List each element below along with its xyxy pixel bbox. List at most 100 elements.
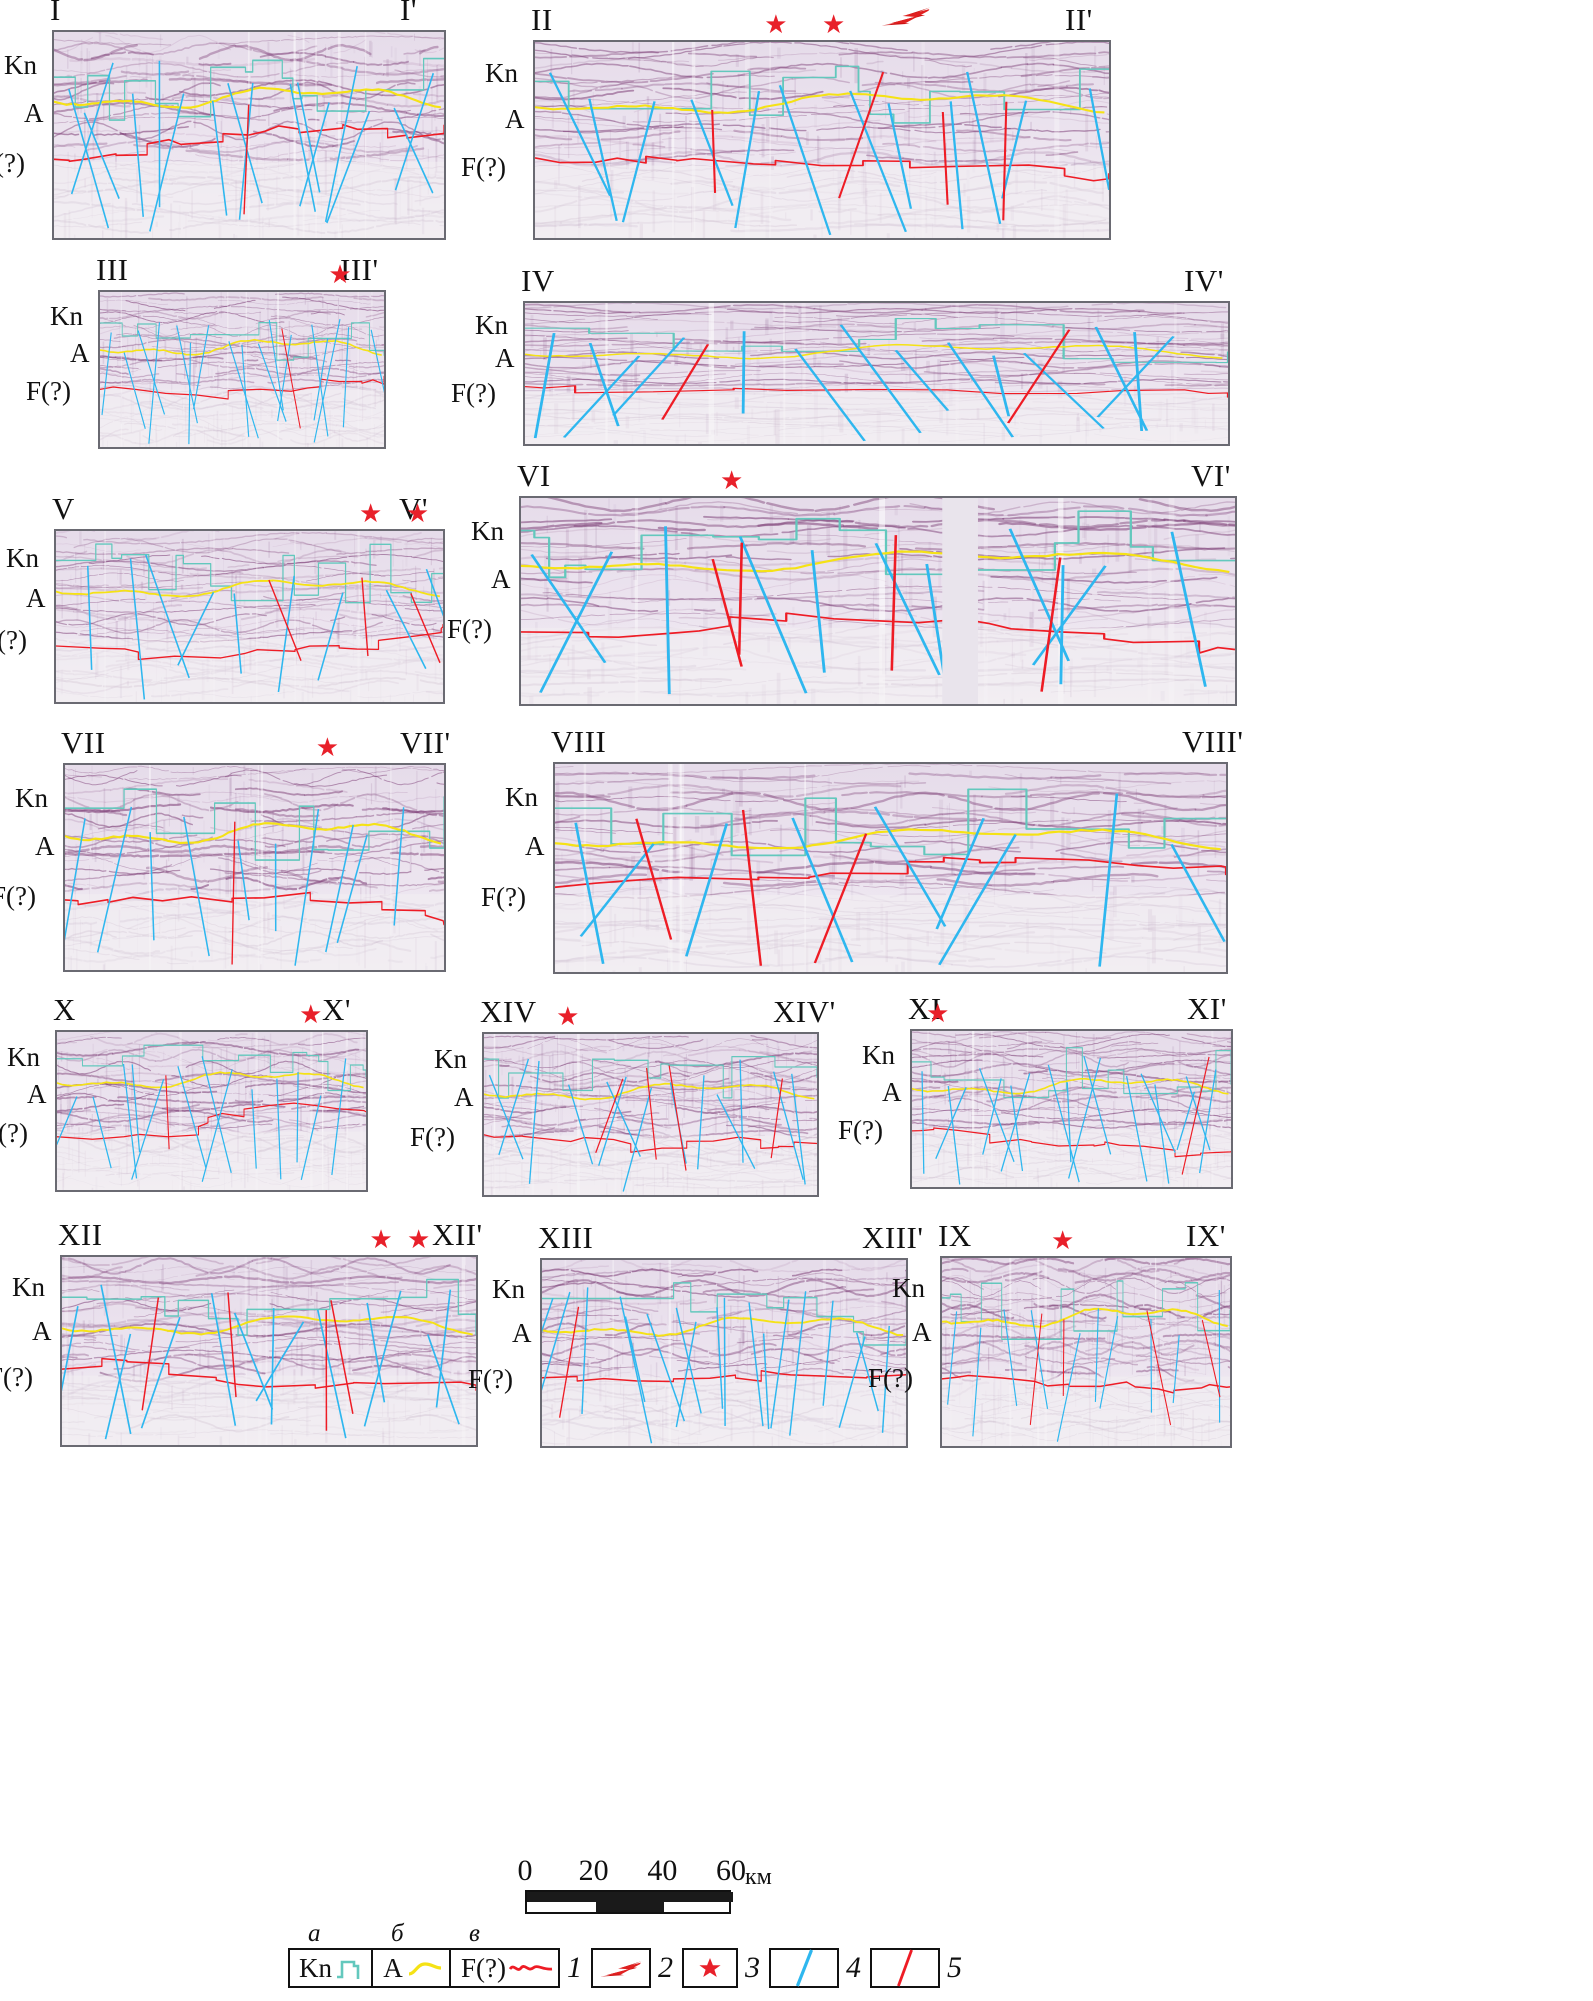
seismic-image [521,498,1235,704]
horizon-label-a-xiv: A [454,1082,474,1112]
horizon-label-kn-v: Kn [6,542,39,573]
horizon-label-kn-viii: Kn [505,782,538,813]
epicentre-star-marker: ★ [556,1002,580,1031]
seismic-image [100,292,384,447]
epicentre-star-marker: ★ [926,999,950,1028]
legend-horizon-box-kn: Kn а [288,1920,372,1988]
legend-sublabel-a: а [308,1920,321,1947]
legend-horizon-label: Kn [299,1952,332,1983]
horizon-label-kn-xii: Kn [12,1271,45,1302]
profile-label-end-x: X' [322,992,351,1027]
horizon-label-f-iv: F(?) [451,377,496,408]
profile-label-start-vii: VII [61,725,106,760]
legend-horizon-label: F(?) [461,1952,506,1983]
seismic-image [525,303,1228,444]
legend-horizon-curve-a [405,1955,445,1981]
epicentre-star-marker: ★ [720,466,744,495]
legend-blue-fault-icon [769,1948,839,1988]
seismic-panel-vii [63,763,446,972]
profile-label-start-ix: IX [938,1218,972,1253]
horizon-label-a-ix: A [912,1316,932,1347]
seismic-panel-xiii [540,1258,908,1448]
seismic-panel-x [55,1030,368,1192]
horizon-label-kn-ii: Kn [485,58,518,88]
profile-label-end-vi: VI' [1191,458,1231,493]
seismic-image [56,531,443,702]
horizon-label-f-xiii: F(?) [468,1363,513,1394]
epicentre-star-marker: ★ [299,1000,323,1029]
horizon-label-f-v: F(?) [0,625,27,655]
horizon-label-a-xii: A [32,1315,52,1346]
epicentre-star-marker: ★ [369,1225,393,1254]
legend-red-fault-icon [870,1948,940,1988]
profile-label-end-xiv: XIV' [773,994,836,1029]
horizon-label-a-v: A [26,583,46,613]
legend-horizon-label: A [383,1952,403,1983]
seismic-panel-ix [940,1256,1232,1448]
profile-label-start-vi: VI [517,458,551,493]
scale-bar: 0 20 40 60 км [518,1856,772,1914]
legend-number-2: 2 [658,1951,673,1984]
profile-label-start-xiv: XIV [480,994,537,1029]
horizon-label-kn-xiv: Kn [434,1044,467,1075]
profile-label-end-xiii: XIII' [862,1220,924,1255]
legend-number-5: 5 [947,1951,962,1984]
legend-horizon-curve-kn [334,1955,368,1981]
horizon-label-kn-x: Kn [7,1041,40,1072]
profile-label-end-ii: II' [1065,2,1093,37]
horizon-label-a-i: A [24,98,44,128]
profile-label-end-vii: VII' [400,725,451,760]
legend-horizon-curve-f [508,1955,554,1981]
profile-label-end-iv: IV' [1184,263,1224,298]
horizon-label-a-vi: A [491,564,511,594]
profile-label-end-i: I' [400,0,417,27]
seismic-panel-i [52,30,446,240]
horizon-label-kn-vi: Kn [471,515,504,546]
seismic-panel-iv [523,301,1230,446]
horizon-label-kn-iv: Kn [475,309,508,340]
horizon-label-kn-xi: Kn [862,1040,895,1071]
seismic-image [555,764,1226,972]
profile-label-end-ix: IX' [1186,1218,1226,1253]
profile-label-start-iv: IV [521,263,555,298]
horizon-label-kn-vii: Kn [15,782,48,813]
horizon-label-f-vi: F(?) [447,614,492,645]
horizon-label-kn-i: Kn [4,49,37,80]
profile-label-end-v: V' [399,491,428,526]
seismic-image [942,1258,1230,1446]
profile-label-start-xiii: XIII [538,1220,594,1255]
horizon-label-f-ii: F(?) [461,152,506,182]
seismic-panel-v [54,529,445,704]
legend-item-3: 3 [682,1948,769,1988]
seismic-image [54,32,444,238]
horizon-label-f-x: F(?) [0,1117,28,1148]
seismic-panel-iii [98,290,386,449]
legend-item-2: 2 [591,1948,682,1988]
profile-label-end-xi: XI' [1187,991,1227,1026]
seismic-panel-xii [60,1255,478,1447]
seismic-panel-xi [910,1029,1233,1189]
horizon-label-f-vii: F(?) [0,880,36,911]
profile-label-start-ii: II [531,2,553,37]
horizon-label-kn-ix: Kn [892,1272,925,1303]
legend-number-1: 1 [567,1951,582,1984]
seismic-panel-xiv [482,1032,819,1197]
seismic-panel-viii [553,762,1228,974]
profile-label-start-viii: VIII [551,724,607,759]
seismic-image [542,1260,906,1446]
scale-unit-label: км [745,1864,772,1890]
epicentre-star-marker: ★ [328,260,352,289]
legend-item-4: 4 [769,1948,870,1988]
horizon-label-a-xi: A [882,1077,902,1107]
horizon-label-a-ii: A [505,104,525,134]
scale-tick-label: 60 [716,1854,746,1887]
horizon-label-a-xiii: A [512,1318,532,1348]
scale-tick-label: 0 [517,1854,533,1887]
epicentre-star-marker: ★ [1050,1226,1075,1255]
horizon-label-a-iv: A [495,343,515,373]
profile-label-start-iii: III [96,252,129,287]
epicentre-star-marker: ★ [822,10,846,39]
profile-label-start-xi: XI [908,991,942,1026]
legend-number-3: 3 [745,1951,760,1984]
